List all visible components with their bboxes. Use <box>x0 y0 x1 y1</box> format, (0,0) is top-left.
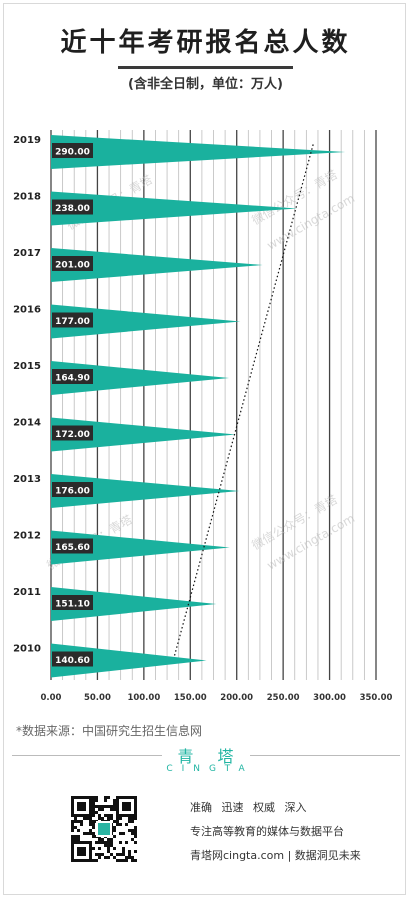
bar <box>51 474 240 508</box>
category-label: 2016 <box>13 305 41 316</box>
bar <box>51 248 263 282</box>
value-label-bg <box>52 369 93 384</box>
category-label: 2010 <box>13 644 41 655</box>
value-label-bg <box>52 595 93 610</box>
value-label: 151.10 <box>55 600 90 610</box>
footer-tagline-3: 青塔网cingta.com | 数据洞见未来 <box>190 849 361 862</box>
bar <box>51 135 346 169</box>
footer-tagline-2: 专注高等教育的媒体与数据平台 <box>190 825 344 838</box>
qr-code <box>71 796 137 862</box>
value-label-bg <box>52 312 93 328</box>
x-tick-label: 150.00 <box>174 693 207 703</box>
bar-chart: 0.00 50.00 100.00 150.00 200.00 250.00 300.00 3… <box>13 130 393 703</box>
category-label: 2018 <box>13 192 41 203</box>
value-label-bg <box>52 256 93 271</box>
bar <box>51 191 297 226</box>
brand-name: 青塔 <box>177 747 258 766</box>
value-label: 140.60 <box>55 656 90 666</box>
value-label: 177.00 <box>55 317 90 327</box>
bar <box>51 361 230 395</box>
value-label-bg <box>52 199 93 215</box>
category-label: 2012 <box>13 531 41 542</box>
value-label-bg <box>52 538 93 554</box>
value-label: 164.90 <box>55 374 90 384</box>
category-label: 2014 <box>13 418 41 429</box>
value-label: 290.00 <box>55 148 90 158</box>
trendline <box>173 143 314 656</box>
value-label: 165.60 <box>55 543 90 553</box>
value-label: 201.00 <box>55 261 90 271</box>
x-tick-label: 100.00 <box>127 693 160 703</box>
x-tick-label: 350.00 <box>360 693 393 703</box>
chart-title: 近十年考研报名总人数 <box>60 28 351 58</box>
value-label: 238.00 <box>55 204 90 214</box>
data-source: *数据来源：中国研究生招生信息网 <box>16 724 203 738</box>
footer-divider-right <box>250 755 400 756</box>
value-label-bg <box>52 143 93 158</box>
chart-subtitle: (含非全日制，单位：万人) <box>128 77 283 92</box>
x-tick-label: 250.00 <box>267 693 300 703</box>
category-label: 2013 <box>13 474 41 485</box>
brand-latin: CINGTA <box>166 764 254 774</box>
bar <box>51 417 236 452</box>
value-label-bg <box>52 482 93 497</box>
category-label: 2011 <box>13 587 41 598</box>
value-label: 176.00 <box>55 487 90 497</box>
category-label: 2017 <box>13 248 41 259</box>
title-underline <box>118 66 293 69</box>
x-tick-label: 200.00 <box>220 693 253 703</box>
value-label: 172.00 <box>55 430 90 440</box>
x-tick-label: 0.00 <box>41 693 62 703</box>
value-label-bg <box>52 425 93 441</box>
footer-tagline-1: 准确 迅速 权威 深入 <box>190 801 307 814</box>
x-tick-label: 50.00 <box>84 693 111 703</box>
x-tick-label: 300.00 <box>313 693 346 703</box>
category-label: 2019 <box>13 135 41 146</box>
category-label: 2015 <box>13 361 41 372</box>
value-label-bg <box>52 651 93 667</box>
page-frame <box>3 3 406 895</box>
bar <box>51 304 241 339</box>
footer-divider-left <box>12 755 162 756</box>
bar <box>51 530 230 565</box>
